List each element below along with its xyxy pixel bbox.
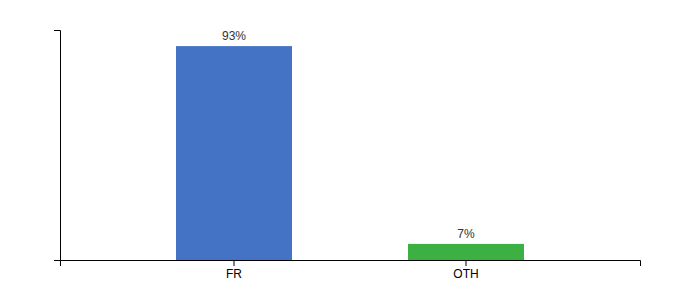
x-tick-label: FR	[226, 267, 242, 281]
data-labels: 93% 7%	[222, 29, 475, 241]
plot-area: FR OTH 93% 7%	[54, 29, 641, 280]
x-tick: OTH	[453, 260, 478, 281]
x-tick-label: OTH	[453, 267, 478, 281]
x-axis-line	[61, 261, 641, 267]
data-label: 93%	[222, 29, 246, 43]
y-axis-line	[54, 31, 61, 261]
bars	[176, 46, 524, 260]
data-label: 7%	[457, 227, 475, 241]
x-tick: FR	[226, 260, 242, 281]
y-axis	[54, 31, 61, 261]
x-tick-mark	[466, 260, 467, 266]
bar	[408, 244, 524, 260]
chart: FR OTH 93% 7%	[0, 0, 680, 300]
x-tick-mark	[234, 260, 235, 266]
bar	[176, 46, 292, 260]
x-axis: FR OTH	[61, 260, 641, 281]
